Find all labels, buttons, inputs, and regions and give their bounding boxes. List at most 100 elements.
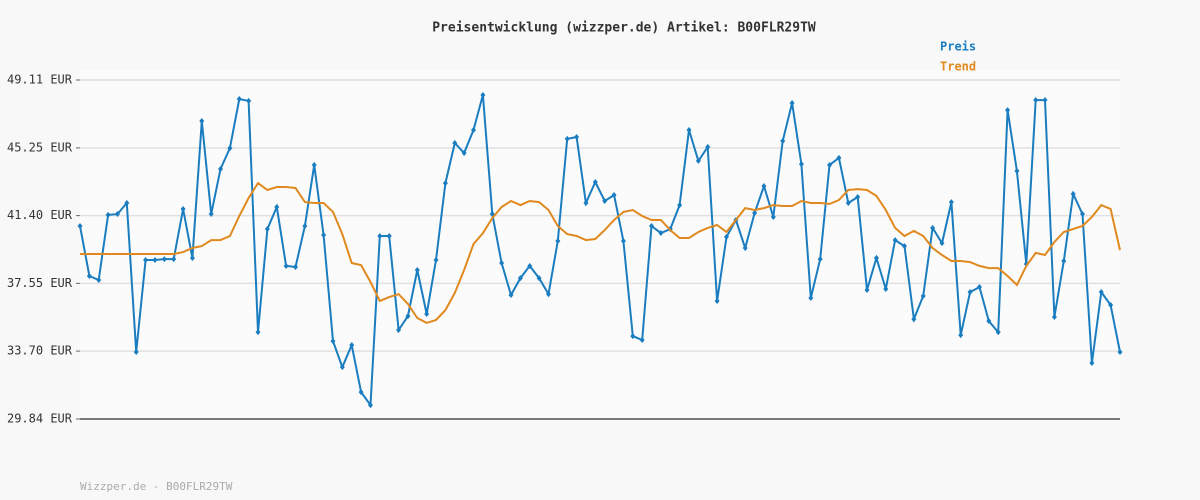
point (114, 211, 120, 218)
point (864, 287, 870, 294)
point (986, 318, 992, 325)
y-tick-label: 45.25 EUR (7, 140, 73, 154)
point (1061, 258, 1067, 265)
point (723, 233, 729, 240)
point (574, 133, 580, 140)
point (517, 275, 523, 282)
point (967, 288, 973, 295)
point (171, 256, 177, 263)
point (545, 291, 551, 298)
legend-entry: Trend (940, 60, 976, 74)
point (180, 205, 186, 212)
point (939, 240, 945, 247)
point (911, 316, 917, 323)
point (208, 211, 214, 218)
point (808, 294, 814, 301)
point (742, 245, 748, 252)
point (442, 180, 448, 187)
point (1042, 97, 1048, 104)
point (649, 223, 655, 230)
point (321, 231, 327, 238)
point (536, 275, 542, 282)
point (396, 326, 402, 333)
point (105, 211, 111, 218)
y-tick-label: 37.55 EUR (7, 276, 73, 290)
point (292, 264, 298, 271)
point (611, 192, 617, 199)
point (349, 342, 355, 349)
point (845, 199, 851, 206)
point (218, 166, 224, 173)
point (461, 150, 467, 157)
point (761, 183, 767, 190)
line-preis (79, 94, 1121, 408)
point (264, 226, 270, 233)
point (902, 243, 908, 250)
point (658, 230, 664, 237)
point (1051, 313, 1057, 320)
point (630, 333, 636, 340)
point (564, 135, 570, 142)
point (592, 179, 598, 186)
point (1005, 107, 1011, 114)
point (199, 117, 205, 124)
point (883, 285, 889, 292)
point (433, 256, 439, 263)
point (86, 272, 92, 279)
point (1098, 288, 1104, 295)
point (480, 91, 486, 98)
point (189, 255, 195, 262)
point (827, 161, 833, 168)
point (1080, 211, 1086, 218)
y-tick-label: 49.11 EUR (7, 73, 73, 87)
point (246, 97, 252, 104)
point (695, 157, 701, 164)
point (508, 291, 514, 298)
point (152, 256, 158, 263)
footer: Wizzper.de - B00FLR29TW (80, 480, 233, 493)
point (377, 233, 383, 240)
point (976, 284, 982, 291)
point (798, 161, 804, 168)
point (124, 199, 130, 206)
point (817, 256, 823, 263)
point (770, 214, 776, 221)
point (752, 209, 758, 216)
point (283, 262, 289, 269)
point (330, 338, 336, 345)
point (714, 297, 720, 304)
point (96, 277, 102, 284)
point (471, 126, 477, 133)
point (1070, 190, 1076, 197)
legend-entry: Preis (940, 40, 976, 54)
point (302, 223, 308, 230)
point (602, 198, 608, 205)
point (1108, 302, 1114, 309)
y-tick-label: 41.40 EUR (7, 208, 73, 222)
point (311, 161, 317, 168)
y-tick-label: 33.70 EUR (7, 344, 73, 358)
point (161, 256, 167, 263)
point (836, 154, 842, 161)
point (995, 329, 1001, 336)
point (855, 193, 861, 200)
point (414, 266, 420, 273)
point (1117, 348, 1123, 355)
point (499, 259, 505, 266)
point (780, 138, 786, 145)
point (386, 233, 392, 240)
point (452, 139, 458, 146)
y-tick-label: 29.84 EUR (7, 412, 73, 426)
point (930, 224, 936, 231)
point (424, 310, 430, 317)
point (639, 337, 645, 344)
point (1089, 360, 1095, 367)
point (339, 364, 345, 371)
point (677, 202, 683, 209)
point (583, 199, 589, 206)
point (274, 204, 280, 211)
chart-title: Preisentwicklung (wizzper.de) Artikel: B… (432, 21, 816, 36)
point (686, 126, 692, 133)
point (705, 144, 711, 151)
